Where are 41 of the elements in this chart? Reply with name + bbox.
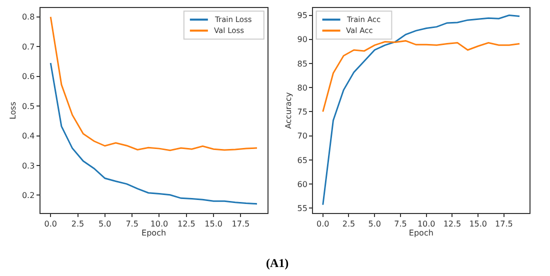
x-tick-label: 5.0	[368, 220, 381, 229]
y-axis-title: Accuracy	[284, 92, 293, 129]
y-tick-label: 85	[297, 59, 308, 68]
y-tick-label: 80	[297, 83, 308, 92]
x-tick-label: 10.0	[150, 220, 168, 229]
x-tick-label: 15.0	[469, 220, 487, 229]
y-tick-label: 0.7	[22, 42, 35, 52]
line-series	[322, 40, 520, 112]
y-tick-label: 70	[297, 132, 308, 141]
x-tick-label: 5.0	[98, 220, 112, 229]
y-axis-title: Loss	[8, 102, 18, 120]
x-tick-label: 2.5	[342, 220, 356, 229]
y-tick-label: 75	[297, 108, 308, 117]
x-tick-label: 12.5	[177, 220, 196, 229]
y-tick-label: 0.6	[22, 72, 35, 82]
x-tick-label: 0.0	[316, 220, 330, 229]
y-tick-label: 60	[297, 180, 308, 189]
x-tick-label: 17.5	[232, 220, 250, 229]
x-tick-label: 17.5	[495, 220, 513, 229]
y-tick-label: 55	[297, 204, 308, 214]
x-tick-label: 2.5	[71, 220, 84, 229]
line-series	[50, 62, 258, 205]
x-tick-label: 15.0	[204, 220, 222, 229]
y-tick-label: 90	[297, 35, 308, 44]
y-tick-label: 65	[297, 156, 308, 165]
line-series	[322, 14, 520, 206]
x-tick-label: 12.5	[443, 220, 462, 229]
y-tick-label: 0.5	[22, 102, 35, 111]
x-axis-title: Epoch	[408, 228, 434, 238]
y-tick-label: 0.4	[22, 132, 35, 141]
y-tick-label: 0.8	[22, 12, 35, 22]
x-tick-label: 7.5	[394, 220, 407, 229]
x-axis-title: Epoch	[142, 228, 166, 238]
x-tick-label: 0.0	[44, 220, 57, 229]
y-tick-label: 0.2	[22, 191, 35, 200]
line-series	[50, 16, 258, 152]
y-tick-label: 95	[297, 11, 308, 20]
x-tick-label: 10.0	[417, 220, 436, 229]
x-tick-label: 7.5	[126, 220, 138, 229]
y-tick-label: 0.3	[22, 161, 35, 170]
text: (A1)	[266, 256, 289, 270]
